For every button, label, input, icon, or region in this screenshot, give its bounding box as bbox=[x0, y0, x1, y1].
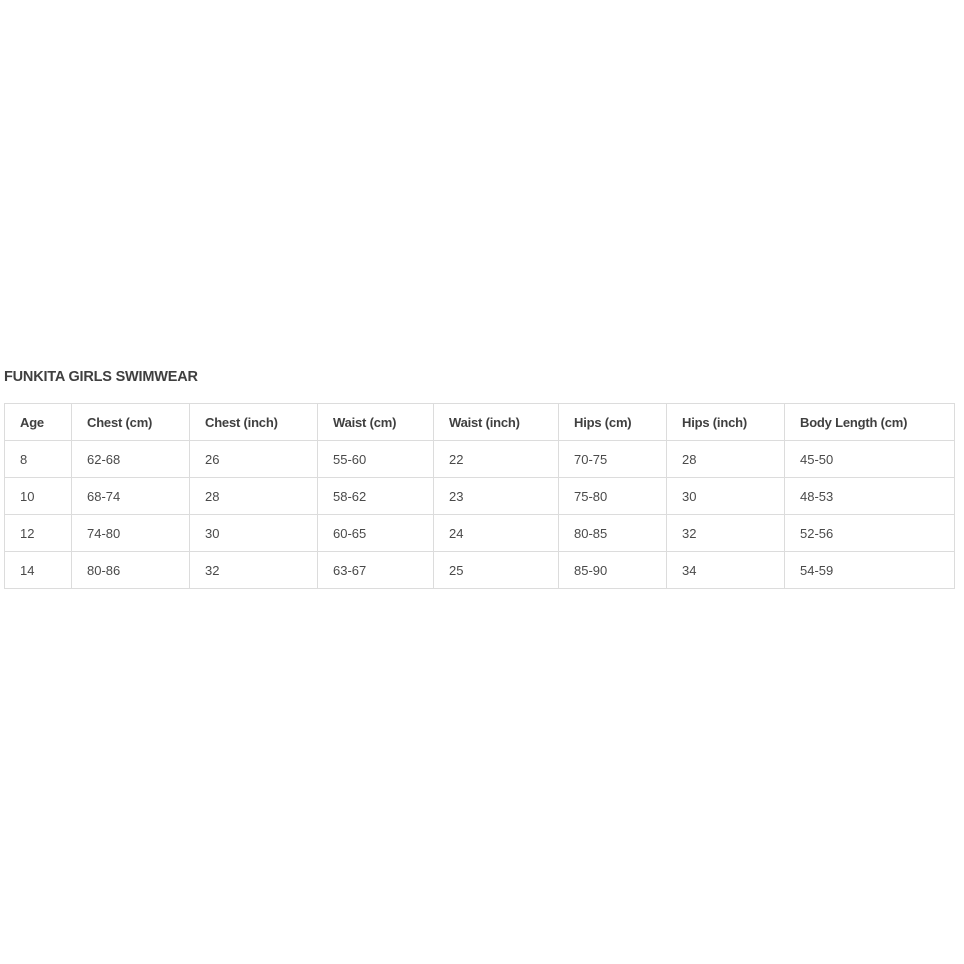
table-cell: 28 bbox=[189, 477, 318, 515]
table-cell: 30 bbox=[666, 477, 785, 515]
table-cell: 10 bbox=[4, 477, 72, 515]
table-cell: 85-90 bbox=[558, 551, 667, 589]
table-row: 12 74-80 30 60-65 24 80-85 32 52-56 bbox=[4, 514, 955, 552]
table-header-row: Age Chest (cm) Chest (inch) Waist (cm) Waist… bbox=[4, 403, 955, 441]
table-cell: 48-53 bbox=[784, 477, 955, 515]
column-header: Chest (cm) bbox=[71, 403, 190, 441]
table-cell: 55-60 bbox=[317, 440, 434, 478]
table-cell: 80-86 bbox=[71, 551, 190, 589]
table-cell: 63-67 bbox=[317, 551, 434, 589]
column-header: Chest (inch) bbox=[189, 403, 318, 441]
table-cell: 68-74 bbox=[71, 477, 190, 515]
table-cell: 24 bbox=[433, 514, 559, 552]
column-header: Waist (inch) bbox=[433, 403, 559, 441]
table-cell: 30 bbox=[189, 514, 318, 552]
column-header: Hips (inch) bbox=[666, 403, 785, 441]
table-cell: 58-62 bbox=[317, 477, 434, 515]
table-row: 10 68-74 28 58-62 23 75-80 30 48-53 bbox=[4, 477, 955, 515]
table-cell: 45-50 bbox=[784, 440, 955, 478]
table-row: 14 80-86 32 63-67 25 85-90 34 54-59 bbox=[4, 551, 955, 589]
table-cell: 26 bbox=[189, 440, 318, 478]
table-cell: 62-68 bbox=[71, 440, 190, 478]
page-title: FUNKITA GIRLS SWIMWEAR bbox=[4, 369, 198, 385]
table-cell: 75-80 bbox=[558, 477, 667, 515]
size-chart-table: Age Chest (cm) Chest (inch) Waist (cm) Waist… bbox=[4, 403, 955, 589]
table-cell: 54-59 bbox=[784, 551, 955, 589]
table-cell: 28 bbox=[666, 440, 785, 478]
table-cell: 34 bbox=[666, 551, 785, 589]
column-header: Age bbox=[4, 403, 72, 441]
table-cell: 70-75 bbox=[558, 440, 667, 478]
table-cell: 52-56 bbox=[784, 514, 955, 552]
table-cell: 25 bbox=[433, 551, 559, 589]
table-cell: 74-80 bbox=[71, 514, 190, 552]
column-header: Hips (cm) bbox=[558, 403, 667, 441]
table-cell: 32 bbox=[189, 551, 318, 589]
table-cell: 60-65 bbox=[317, 514, 434, 552]
table-cell: 22 bbox=[433, 440, 559, 478]
table-row: 8 62-68 26 55-60 22 70-75 28 45-50 bbox=[4, 440, 955, 478]
table-cell: 80-85 bbox=[558, 514, 667, 552]
column-header: Body Length (cm) bbox=[784, 403, 955, 441]
table-cell: 23 bbox=[433, 477, 559, 515]
table-cell: 14 bbox=[4, 551, 72, 589]
table-cell: 32 bbox=[666, 514, 785, 552]
table-cell: 12 bbox=[4, 514, 72, 552]
column-header: Waist (cm) bbox=[317, 403, 434, 441]
table-cell: 8 bbox=[4, 440, 72, 478]
